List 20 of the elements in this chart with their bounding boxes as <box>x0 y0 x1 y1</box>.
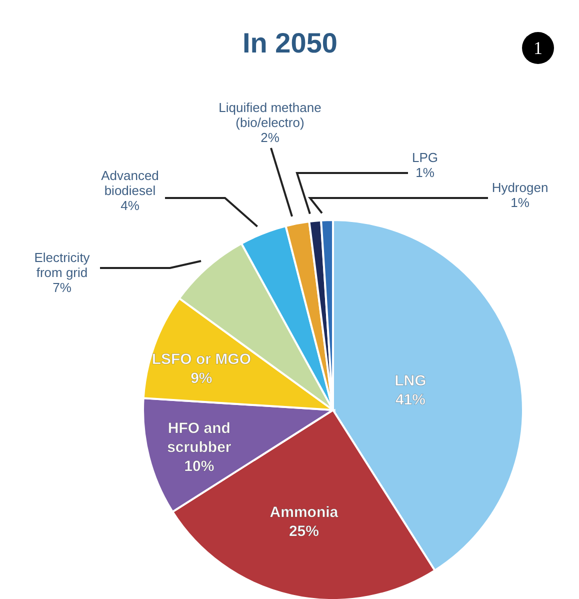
chart-title: In 2050 <box>242 27 338 58</box>
data-label: 4% <box>120 198 140 213</box>
slice-label: Liquified methane (bio/electro) <box>218 100 322 130</box>
data-label: 1% <box>416 165 435 180</box>
data-label: 1% <box>510 195 530 210</box>
slice-label: Ammonia <box>270 504 339 522</box>
data-label: 25% <box>288 523 319 540</box>
slice-label: LNG <box>394 372 426 390</box>
data-label: 10% <box>184 458 214 476</box>
slice-label: Hydrogen <box>492 180 548 195</box>
data-label: 9% <box>190 370 212 387</box>
slice-label: LSFO or MGO <box>152 350 252 368</box>
data-label: 2% <box>260 130 280 145</box>
slice-label: LPG <box>412 150 438 165</box>
data-label: 41% <box>395 392 426 409</box>
data-label: 7% <box>52 280 72 295</box>
slice-label: HFO and scrubber <box>167 420 232 456</box>
slice-label: Electricity from grid <box>34 250 90 280</box>
slice-label: Advanced biodiesel <box>101 168 159 198</box>
number-badge: 1 <box>522 32 554 64</box>
